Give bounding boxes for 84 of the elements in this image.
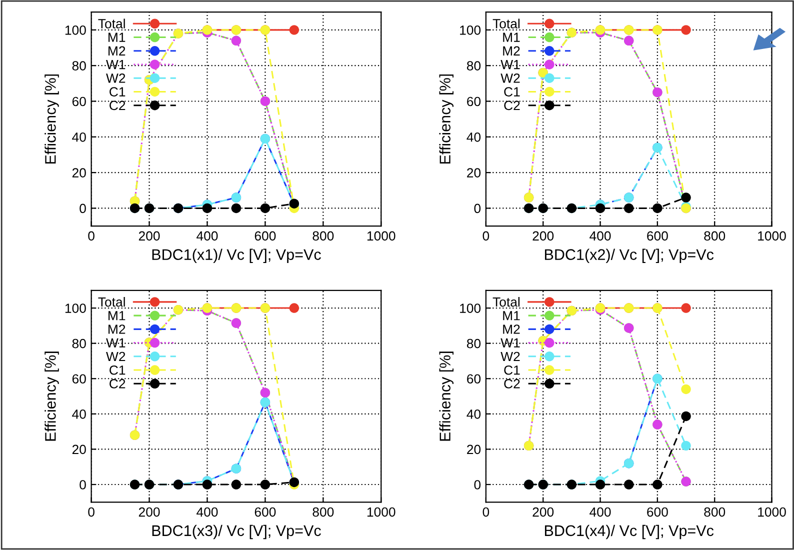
- legend-label: W2: [500, 352, 520, 362]
- y-tick-label: 80: [72, 61, 86, 70]
- y-tick-label: 60: [467, 96, 481, 106]
- y-tick-label: 80: [72, 338, 86, 348]
- legend-label: Total: [492, 18, 520, 28]
- x-tick-label: 0: [88, 507, 94, 517]
- legend-label: C1: [110, 87, 126, 96]
- y-tick-label: 100: [65, 25, 86, 35]
- x-tick-label: 400: [590, 231, 611, 241]
- legend-label: M1: [503, 311, 520, 320]
- legend-label: C1: [504, 365, 520, 375]
- y-tick-label: 60: [72, 96, 86, 106]
- y-tick-label: 0: [80, 480, 86, 490]
- y-tick-label: 100: [65, 304, 86, 313]
- x-axis-title: BDC1(x2)/ Vc [V]; Vp=Vc: [544, 248, 714, 264]
- x-tick-label: 1000: [758, 507, 786, 517]
- y-tick-label: 60: [467, 374, 481, 384]
- y-tick-label: 100: [460, 304, 481, 313]
- x-tick-label: 0: [88, 231, 94, 241]
- x-axis-title: BDC1(x3)/ Vc [V]; Vp=Vc: [152, 524, 321, 540]
- y-axis-title: Efficiency [%]: [439, 74, 454, 164]
- legend-label: C1: [110, 365, 126, 375]
- y-tick-label: 0: [80, 204, 86, 214]
- legend-label: C2: [504, 100, 520, 110]
- legend-label: W1: [106, 338, 126, 348]
- y-tick-label: 60: [72, 374, 86, 384]
- y-tick-label: 40: [466, 132, 481, 142]
- y-tick-label: 20: [72, 168, 86, 178]
- x-axis-title: BDC1(x4)/ Vc [V]; Vp=Vc: [544, 524, 714, 540]
- legend-label: W2: [500, 74, 520, 83]
- x-tick-label: 600: [647, 231, 668, 241]
- legend-label: M1: [108, 32, 126, 42]
- x-tick-label: 1000: [367, 231, 396, 241]
- x-tick-label: 800: [704, 507, 726, 517]
- legend-label: W1: [500, 60, 520, 70]
- y-tick-label: 20: [467, 168, 481, 178]
- x-tick-label: 600: [254, 231, 276, 241]
- x-tick-label: 1000: [758, 231, 786, 241]
- legend-label: M2: [108, 324, 126, 334]
- legend-label: M1: [108, 311, 126, 320]
- legend-label: Total: [492, 296, 520, 307]
- x-tick-label: 200: [138, 507, 160, 517]
- y-axis-title: Efficiency [%]: [44, 352, 59, 441]
- x-tick-label: 400: [196, 231, 218, 241]
- x-tick-label: 0: [482, 507, 490, 517]
- y-tick-label: 80: [466, 61, 481, 70]
- legend-label: Total: [98, 18, 125, 28]
- x-tick-label: 800: [312, 231, 334, 241]
- legend-label: C2: [110, 379, 126, 388]
- legend-label: W1: [500, 338, 520, 348]
- legend-label: M2: [108, 46, 126, 56]
- x-tick-label: 800: [312, 507, 334, 517]
- y-tick-label: 20: [467, 444, 481, 454]
- legend-label: M2: [503, 324, 520, 334]
- legend-label: W2: [106, 74, 126, 83]
- x-tick-label: 200: [532, 231, 554, 241]
- x-tick-label: 1000: [367, 507, 396, 517]
- legend-label: C2: [110, 100, 126, 110]
- legend-label: M2: [503, 46, 520, 56]
- y-tick-label: 40: [72, 132, 86, 142]
- y-tick-label: 40: [466, 409, 481, 419]
- legend-label: W1: [106, 60, 126, 70]
- x-tick-label: 400: [196, 507, 218, 517]
- x-tick-label: 200: [532, 507, 554, 517]
- x-tick-label: 600: [254, 507, 276, 517]
- x-tick-label: 800: [704, 231, 726, 241]
- y-tick-label: 100: [460, 25, 481, 35]
- legend-label: C1: [504, 87, 520, 96]
- y-axis-title: Efficiency [%]: [439, 352, 454, 441]
- x-tick-label: 200: [138, 231, 160, 241]
- legend-label: M1: [503, 32, 520, 42]
- y-tick-label: 0: [474, 204, 481, 214]
- x-tick-label: 0: [482, 231, 490, 241]
- legend-label: Total: [98, 296, 125, 307]
- legend-label: W2: [106, 352, 126, 362]
- y-axis-title: Efficiency [%]: [44, 74, 59, 164]
- y-tick-label: 80: [466, 338, 481, 348]
- x-axis-title: BDC1(x1)/ Vc [V]; Vp=Vc: [152, 248, 321, 264]
- x-tick-label: 400: [590, 507, 611, 517]
- legend-label: C2: [504, 379, 520, 388]
- y-tick-label: 0: [474, 480, 481, 490]
- y-tick-label: 40: [72, 409, 86, 419]
- x-tick-label: 600: [647, 507, 668, 517]
- y-tick-label: 20: [72, 444, 86, 454]
